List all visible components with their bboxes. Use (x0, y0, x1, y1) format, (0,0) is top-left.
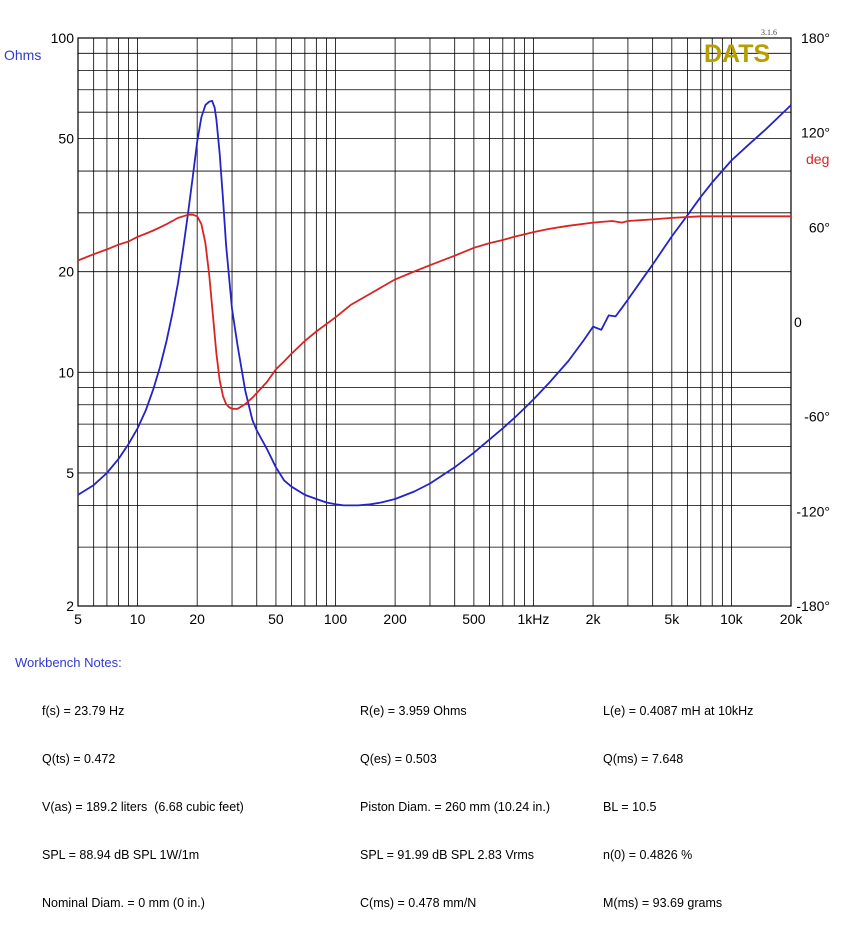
y-tick-label: 20 (58, 264, 74, 280)
phase-series-line (77, 213, 791, 410)
x-tick-label: 10k (720, 611, 744, 627)
notes-column-2: R(e) = 3.959 Ohms Q(es) = 0.503 Piston D… (360, 671, 550, 943)
note-le: L(e) = 0.4087 mH at 10kHz (603, 704, 754, 718)
workbench-notes: Workbench Notes: f(s) = 23.79 Hz Q(ts) =… (0, 655, 843, 910)
note-re: R(e) = 3.959 Ohms (360, 704, 467, 718)
plot-frame (77, 37, 792, 607)
note-mms: M(ms) = 93.69 grams (603, 896, 723, 910)
y-tick-label: 2 (66, 598, 74, 614)
y2-tick-label: -120° (796, 503, 830, 519)
y-tick-label: 10 (58, 364, 74, 380)
chart-labels: Ohms deg DATS 3.1.6 (4, 28, 829, 167)
note-n0: n(0) = 0.4826 % (603, 848, 693, 862)
y2-tick-label: 60° (809, 219, 830, 235)
note-spl-2v83: SPL = 91.99 dB SPL 2.83 Vrms (360, 848, 535, 862)
impedance-phase-chart: 5 10 20 50 100 200 500 1kHz 2k 5k 10k 20k2510205010… (4, 28, 830, 627)
x-tick-label: 50 (268, 611, 284, 627)
x-tick-label: 200 (383, 611, 407, 627)
note-qts: Q(ts) = 0.472 (42, 752, 116, 766)
y-tick-label: 50 (58, 131, 74, 147)
y2-tick-label: 180° (801, 30, 830, 46)
y-axis-label: Ohms (4, 47, 41, 63)
note-fs: f(s) = 23.79 Hz (42, 704, 125, 718)
y-tick-label: 100 (51, 30, 75, 46)
x-tick-label: 500 (462, 611, 486, 627)
note-cms: C(ms) = 0.478 mm/N (360, 896, 477, 910)
x-tick-label: 1kHz (518, 611, 550, 627)
note-nominal-diam: Nominal Diam. = 0 mm (0 in.) (42, 896, 205, 910)
chart-grid: 5 10 20 50 100 200 500 1kHz 2k 5k 10k 20k2510205010… (51, 30, 830, 627)
x-tick-label: 20k (780, 611, 804, 627)
y2-tick-label: -180° (796, 598, 830, 614)
y2-tick-label: -60° (804, 409, 830, 425)
notes-title: Workbench Notes: (15, 655, 122, 670)
y2-axis-label: deg (806, 151, 829, 167)
note-bl: BL = 10.5 (603, 800, 657, 814)
x-tick-label: 5k (664, 611, 680, 627)
x-tick-label: 2k (586, 611, 602, 627)
chart-series (77, 99, 792, 507)
note-piston-diam: Piston Diam. = 260 mm (10.24 in.) (360, 800, 551, 814)
x-tick-label: 10 (130, 611, 146, 627)
notes-column-3: L(e) = 0.4087 mH at 10kHz Q(ms) = 7.648 … (603, 671, 753, 943)
x-tick-label: 100 (324, 611, 348, 627)
notes-column-1: f(s) = 23.79 Hz Q(ts) = 0.472 V(as) = 18… (42, 671, 244, 943)
dats-logo: DATS (704, 40, 770, 68)
x-tick-label: 20 (189, 611, 205, 627)
version-label: 3.1.6 (761, 28, 777, 37)
y2-tick-label: 120° (801, 125, 830, 141)
note-spl-1w: SPL = 88.94 dB SPL 1W/1m (42, 848, 200, 862)
y2-tick-label: 0 (794, 314, 802, 330)
impedance-series-line (77, 99, 792, 507)
note-qms: Q(ms) = 7.648 (603, 752, 684, 766)
y-tick-label: 5 (66, 465, 74, 481)
note-qes: Q(es) = 0.503 (360, 752, 437, 766)
x-tick-label: 5 (74, 611, 82, 627)
note-vas: V(as) = 189.2 liters (6.68 cubic feet) (42, 800, 244, 814)
